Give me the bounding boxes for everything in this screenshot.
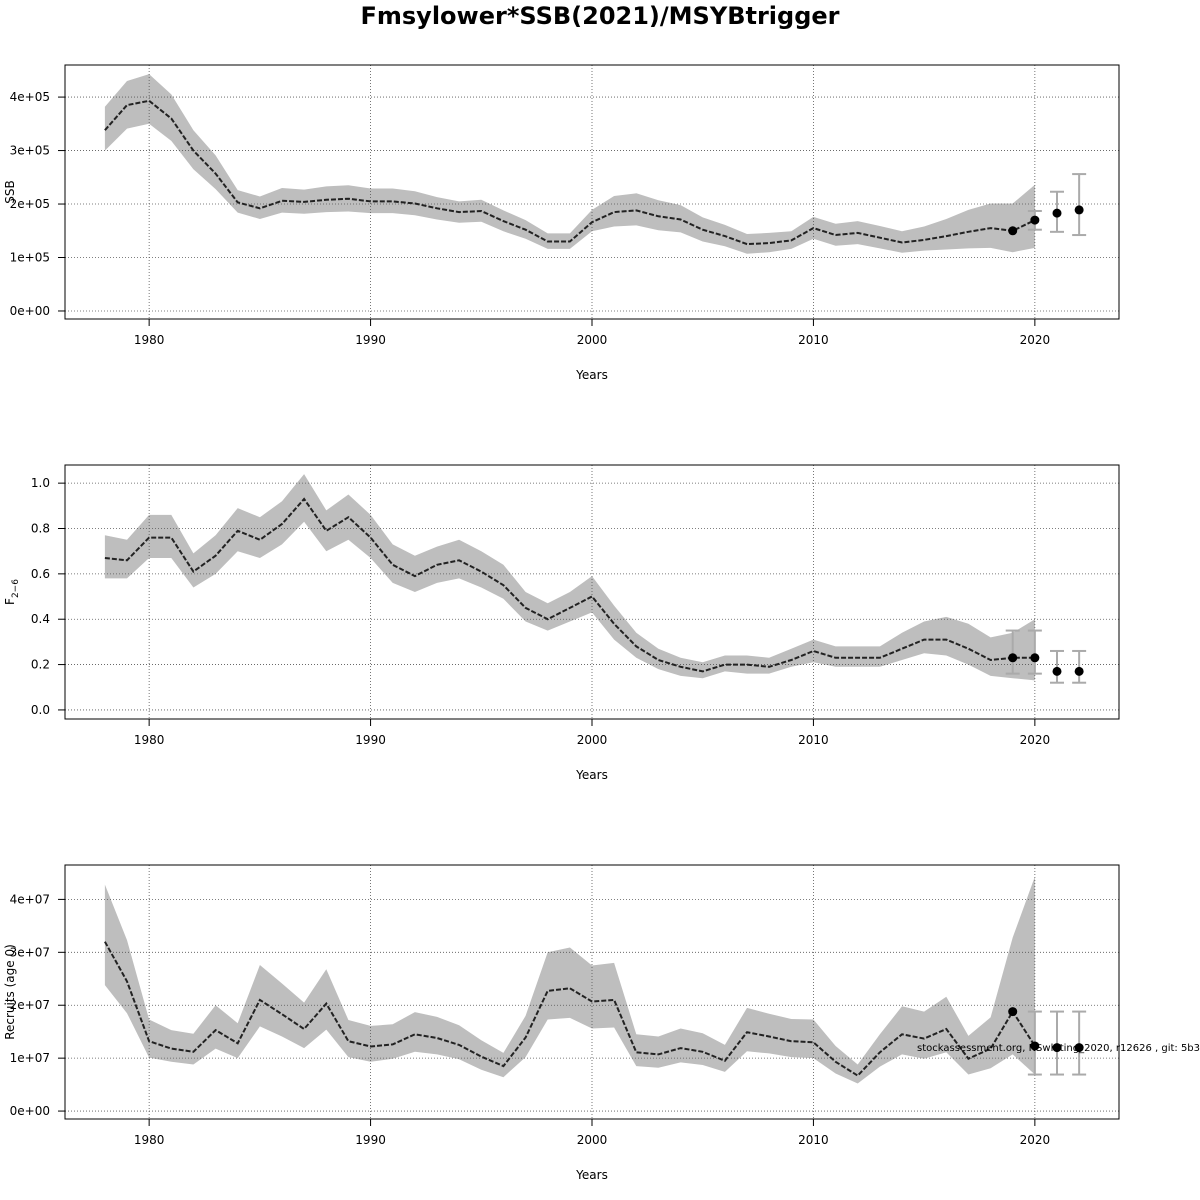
panel-fbar: 1980 1990 2000 2010 2020 0.0 0.2 0.4 0.6 0.8 1.0 Ye… (3, 464, 1120, 782)
y-axis-title: SSB (3, 180, 17, 203)
x-axis-title: Years (575, 768, 608, 782)
y-tick-label: 2e+07 (10, 998, 50, 1012)
x-tick-label: 2020 (1020, 1133, 1051, 1147)
panel-ssb: 1980 1990 2000 2010 2020 0e+00 1e+05 2e+05 3e+05… (3, 64, 1120, 382)
chart-title: Fmsylower*SSB(2021)/MSYBtrigger (360, 2, 840, 30)
x-tick-label: 2000 (577, 333, 608, 347)
forecast-errorbar (1050, 649, 1064, 684)
x-axis-title: Years (575, 368, 608, 382)
x-tick-label: 2010 (798, 1133, 829, 1147)
estimate-line (104, 99, 1036, 246)
x-tick-label: 2020 (1020, 333, 1051, 347)
forecast-point (1030, 653, 1040, 663)
forecast-point (1052, 208, 1062, 218)
y-tick-label: 0.0 (31, 703, 50, 717)
forecast-point (1008, 1007, 1018, 1017)
x-tick-label: 1990 (355, 1133, 386, 1147)
y-tick-label: 3e+07 (10, 945, 50, 959)
confidence-band (104, 876, 1035, 1084)
y-tick-label: 0.8 (31, 522, 50, 536)
x-tick-label: 1990 (355, 333, 386, 347)
y-tick-label: 0.2 (31, 658, 50, 672)
forecast-point (1030, 215, 1040, 225)
x-axis-title: Years (575, 1168, 608, 1182)
x-tick-label: 1980 (134, 1133, 165, 1147)
estimate-line (104, 497, 1035, 673)
forecast-point (1074, 666, 1084, 676)
y-tick-label: 2e+05 (10, 197, 50, 211)
forecast-errorbar (1072, 649, 1087, 684)
x-tick-label: 1980 (134, 333, 165, 347)
y-tick-label: 1e+05 (10, 251, 50, 265)
x-tick-label: 2000 (577, 733, 608, 747)
x-tick-label: 2010 (798, 733, 829, 747)
y-tick-label: 0.4 (31, 612, 50, 626)
forecast-point (1008, 653, 1018, 663)
y-tick-label: 0e+00 (10, 1104, 50, 1118)
y-tick-label: 1e+07 (10, 1051, 50, 1065)
y-tick-label: 4e+07 (10, 892, 50, 906)
forecast-point (1074, 1043, 1084, 1053)
forecast-point (1074, 205, 1084, 215)
x-tick-label: 1990 (355, 733, 386, 747)
forecast-point (1008, 226, 1018, 236)
y-axis-title: Recruits (age 0) (3, 944, 17, 1040)
forecast-errorbar (1072, 173, 1087, 237)
y-tick-label: 1.0 (31, 476, 50, 490)
confidence-band (104, 74, 1035, 254)
y-axis-title-subscript: 2−6 (11, 579, 21, 598)
panel-recruits: 1980 1990 2000 2010 2020 0e+00 1e+07 2e+07 3e+07… (3, 864, 1120, 1182)
x-tick-label: 2000 (577, 1133, 608, 1147)
confidence-band (104, 474, 1035, 681)
forecast-errorbar (1027, 629, 1042, 675)
forecast-errorbar (1005, 629, 1020, 675)
y-tick-label: 4e+05 (10, 90, 50, 104)
forecast-point (1030, 1041, 1040, 1051)
forecast-point (1052, 666, 1062, 676)
forecast-point (1052, 1043, 1062, 1053)
footnote-text: stockassessment.org, NSwhiting_2020, r12… (917, 1043, 1200, 1054)
y-tick-label: 3e+05 (10, 144, 50, 158)
y-axis-title: F2−6 (3, 579, 21, 605)
estimate-line (104, 941, 1036, 1077)
y-tick-label: 0e+00 (10, 304, 50, 318)
x-tick-label: 2020 (1020, 733, 1051, 747)
x-tick-label: 2010 (798, 333, 829, 347)
y-tick-label: 0.6 (31, 567, 50, 581)
x-tick-label: 1980 (134, 733, 165, 747)
